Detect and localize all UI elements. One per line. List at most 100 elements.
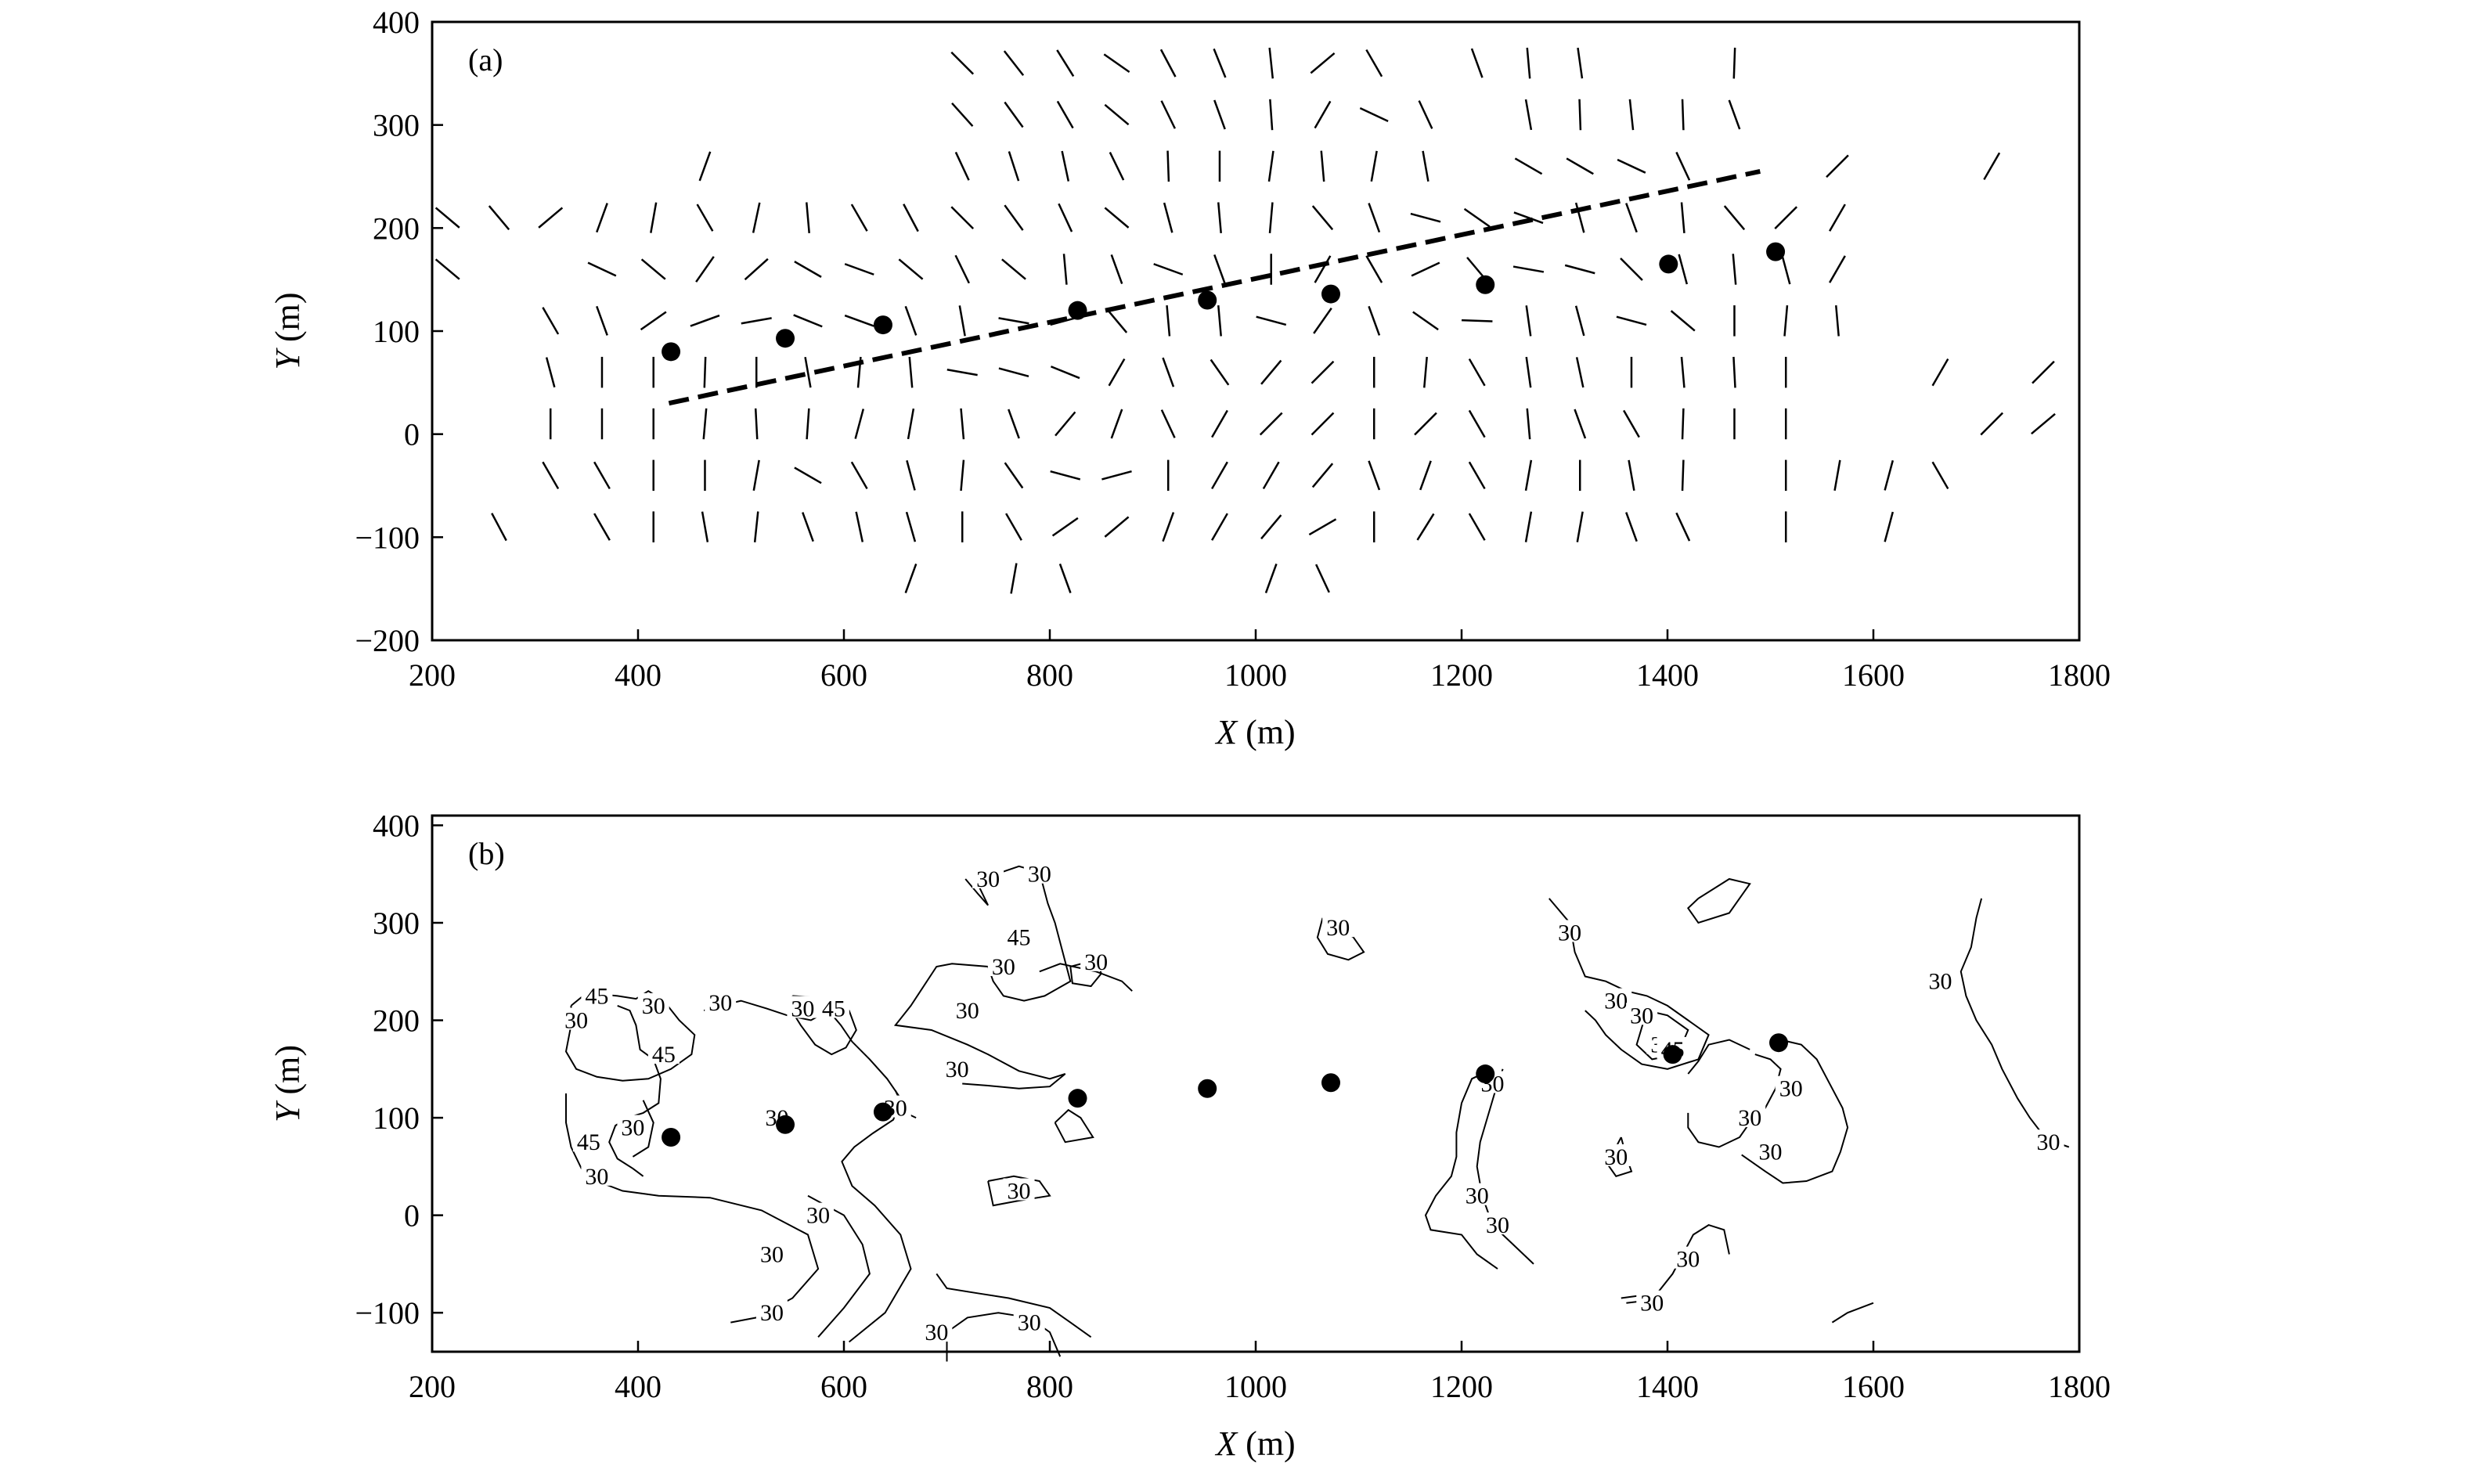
panel-a-orientation-segment — [806, 408, 810, 440]
panel-a-orientation-segment — [1620, 258, 1643, 281]
panel-a-orientation-segment — [1104, 103, 1130, 126]
panel-b-contour-line — [1686, 877, 1751, 924]
panel-a-orientation-segment — [1468, 358, 1486, 387]
panel-b-contour-label: 30 — [1604, 989, 1628, 1014]
panel-a-orientation-segment — [1566, 157, 1594, 175]
panel-a-orientation-segment — [1101, 470, 1132, 481]
panel-b-contour-line — [1741, 1039, 1849, 1184]
panel-b-contour-label-bg — [1003, 1178, 1035, 1201]
panel-a-orientation-segment — [538, 207, 564, 229]
panel-b-contour-label: 30 — [956, 998, 979, 1024]
panel-b-y-var: Y — [269, 1100, 307, 1122]
panel-a-x-tick-label: 200 — [409, 657, 456, 693]
panel-a-orientation-segment — [1008, 151, 1020, 182]
panel-b-points — [662, 1033, 1789, 1147]
panel-a-orientation-segment — [1525, 356, 1532, 388]
panel-a-orientation-segment — [741, 317, 772, 325]
panel-a-frame — [431, 20, 2081, 642]
panel-a-ticks: 200 400 600 800 1000 1200 1400 1600 180040030020… — [355, 5, 2111, 693]
panel-a-orientation-segment — [1826, 154, 1849, 178]
panel-b-contour-line — [987, 1175, 1051, 1207]
panel-a-orientation-segment — [960, 408, 965, 440]
panel-a-orientation-segment — [752, 202, 761, 233]
panel-b-x-tick-label: 1000 — [1224, 1369, 1287, 1404]
panel-b-contour-label: 45 — [822, 996, 845, 1022]
panel-a-orientation-segment — [1423, 356, 1428, 388]
panel-a-orientation-segment — [754, 408, 759, 440]
panel-a-y-axis-title: Y (m) — [269, 292, 307, 369]
panel-a-points — [662, 242, 1786, 362]
panel-a-orientation-segment — [1468, 409, 1486, 438]
panel-b-y-unit: (m) — [269, 1045, 307, 1104]
panel-a-orientation-segment — [434, 258, 460, 280]
panel-a-x-tick-label: 1400 — [1636, 657, 1699, 693]
panel-b-contour-label: 30 — [1630, 1003, 1653, 1028]
panel-b-label: (b) — [468, 836, 505, 871]
panel-a-orientation-segment — [1884, 459, 1895, 491]
panel-a-orientation-segment — [1681, 459, 1685, 492]
panel-b-contour-label-bg — [581, 1163, 613, 1186]
panel-b-contour-label: 30 — [1604, 1144, 1628, 1170]
panel-a-orientation-segment — [596, 203, 608, 233]
panel-a-orientation-segment — [1780, 254, 1791, 285]
panel-a-orientation-segment — [1051, 517, 1079, 537]
panel-b-contour-label: 30 — [1466, 1183, 1489, 1209]
panel-a-orientation-segment — [946, 369, 978, 376]
panel-a-orientation-segment — [1213, 48, 1227, 78]
panel-a-orientation-segment — [1368, 203, 1381, 233]
panel-a-orientation-segment — [1062, 254, 1068, 285]
panel-b-contour-line — [936, 1273, 1092, 1338]
panel-a-orientation-segment — [698, 151, 712, 182]
panel-b-contour-label: 30 — [708, 990, 732, 1016]
panel-b-contour-line — [608, 1004, 662, 1177]
panel-a-orientation-segment — [593, 461, 611, 490]
panel-b-contour-label-bg — [572, 1129, 604, 1152]
panel-a-y-tick-label: −200 — [355, 623, 420, 658]
panel-a-orientation-segment — [1058, 564, 1072, 593]
panel-a-orientation-segment — [488, 205, 510, 231]
panel-b-contour-line — [893, 865, 1072, 1090]
panel-a-orientation-segment — [1513, 211, 1544, 225]
panel-a-orientation-segment — [1829, 204, 1846, 232]
panel-b-x-unit: (m) — [1237, 1425, 1296, 1463]
panel-b-contour-label-bg — [1554, 920, 1586, 942]
panel-a-orientation-segment — [1723, 205, 1746, 231]
panel-a-orientation-segment — [1004, 101, 1024, 128]
panel-a-orientation-segment — [1732, 356, 1736, 388]
panel-a-orientation-segment — [640, 311, 667, 331]
panel-b-contour-label-bg — [1754, 1139, 1786, 1162]
panel-a-orientation-segment — [1526, 47, 1531, 79]
panel-b-x-tick-label: 400 — [615, 1369, 662, 1404]
panel-a-orientation-segment — [958, 305, 966, 337]
panel-b-contour-label-bg — [941, 1056, 973, 1079]
panel-a-orientation-segment — [1468, 513, 1486, 541]
panel-a-orientation-segment — [1625, 203, 1638, 233]
panel-a-orientation-segment — [1310, 52, 1336, 74]
panel-a-orientation-segment — [793, 314, 823, 328]
panel-b-contour-line — [1476, 1068, 1534, 1265]
panel-a-y-tick-label: 200 — [373, 211, 420, 246]
panel-b-contour-label: 30 — [1640, 1291, 1664, 1317]
panel-a-orientation-segment — [844, 314, 874, 327]
panel-b-x-tick-label: 800 — [1026, 1369, 1073, 1404]
panel-b-contour-label-bg — [1626, 1003, 1658, 1025]
panel-b-contour-label: 30 — [1738, 1105, 1761, 1131]
panel-a-orientation-segment — [1166, 305, 1171, 337]
panel-a-orientation-segment — [804, 356, 812, 388]
panel-a-orientation-segment — [1311, 412, 1335, 436]
panel-a-orientation-segment — [593, 513, 611, 541]
panel-a-orientation-segment — [701, 511, 709, 542]
panel-b-contour-label-bg — [1600, 1144, 1632, 1166]
panel-a-orientation-segment — [1368, 460, 1381, 491]
panel-b-contour-line — [1621, 1224, 1730, 1299]
panel-b-contour-label-bg — [1672, 1246, 1704, 1269]
panel-b-contour-label: 45 — [1008, 925, 1031, 951]
panel-a-orientation-segment — [1160, 409, 1176, 438]
panel-b-contour-label: 45 — [652, 1042, 676, 1068]
panel-b-contour-label: 30 — [791, 996, 814, 1022]
panel-a-orientation-segment — [695, 256, 715, 283]
panel-a-orientation-segment — [1162, 512, 1175, 542]
panel-a-y-tick-label: 300 — [373, 108, 420, 143]
panel-b-contour-line — [1424, 1068, 1498, 1270]
panel-a-orientation-segment — [1577, 47, 1584, 79]
